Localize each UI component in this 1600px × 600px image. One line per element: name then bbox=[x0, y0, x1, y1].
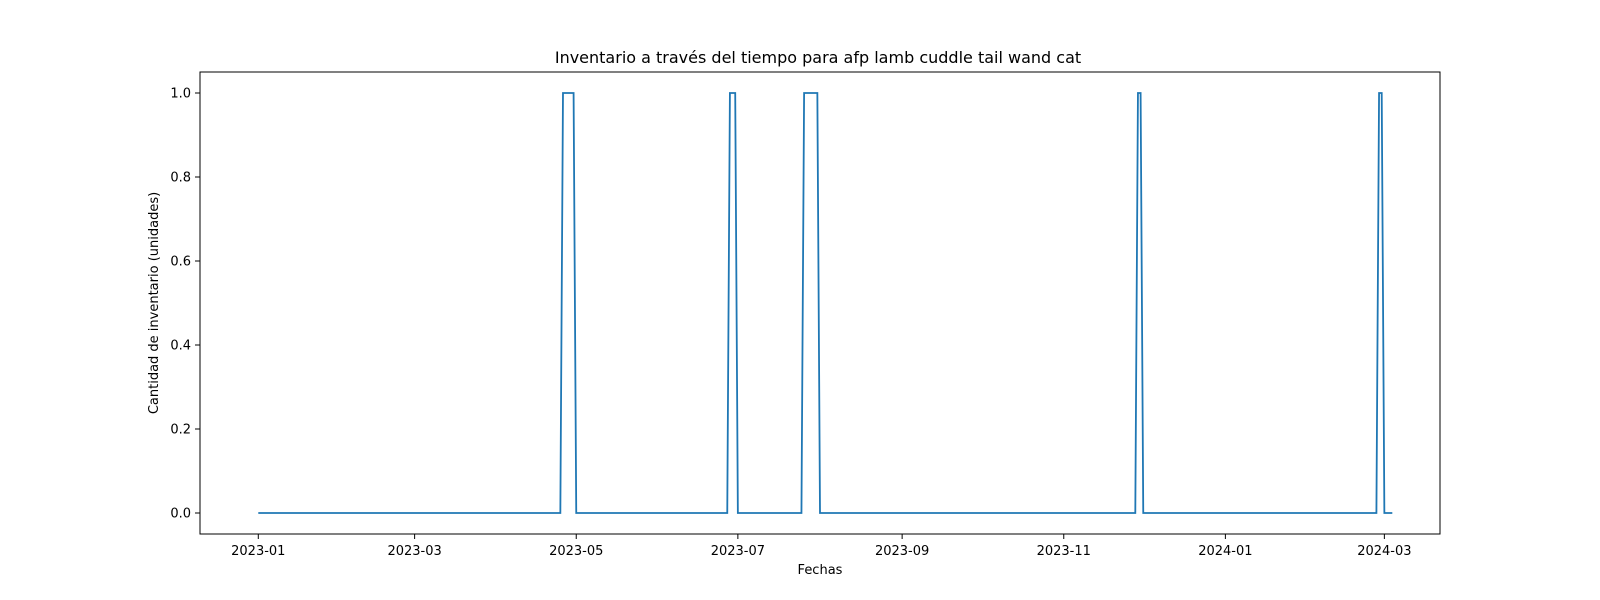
x-tick-label: 2024-01 bbox=[1198, 544, 1252, 559]
x-tick-label: 2023-09 bbox=[875, 544, 929, 559]
x-tick-label: 2023-07 bbox=[711, 544, 765, 559]
y-axis-label: Cantidad de inventario (unidades) bbox=[147, 192, 162, 414]
x-axis-label: Fechas bbox=[798, 563, 843, 578]
y-tick-label: 0.8 bbox=[170, 171, 191, 186]
chart-title: Inventario a través del tiempo para afp … bbox=[555, 48, 1081, 67]
y-tick-label: 1.0 bbox=[170, 87, 191, 102]
plot-area bbox=[199, 71, 1441, 535]
y-tick-label: 0.2 bbox=[170, 423, 191, 438]
x-tick-label: 2023-01 bbox=[231, 544, 285, 559]
y-axis: 0.0 0.2 0.4 0.6 0.8 1.0 bbox=[170, 87, 200, 522]
x-tick-label: 2023-11 bbox=[1037, 544, 1091, 559]
y-tick-label: 0.0 bbox=[170, 507, 191, 522]
x-axis: 2023-01 2023-03 2023-05 2023-07 2023-09 2023-… bbox=[231, 534, 1412, 559]
y-tick-label: 0.4 bbox=[170, 339, 191, 354]
y-tick-label: 0.6 bbox=[170, 255, 191, 270]
series-line-0 bbox=[258, 92, 1393, 514]
x-tick-label: 2024-03 bbox=[1357, 544, 1411, 559]
x-tick-label: 2023-05 bbox=[549, 544, 603, 559]
series-group bbox=[258, 92, 1393, 514]
x-tick-label: 2023-03 bbox=[387, 544, 441, 559]
plot-frame bbox=[199, 71, 1441, 535]
